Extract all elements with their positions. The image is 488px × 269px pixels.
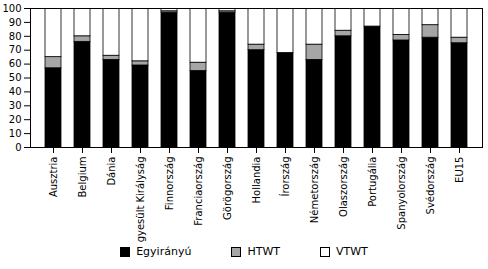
svg-text:Ausztria: Ausztria: [48, 157, 59, 198]
svg-text:Olaszország: Olaszország: [338, 157, 349, 217]
svg-text:Írország: Írország: [279, 157, 291, 197]
svg-text:Svédország: Svédország: [425, 157, 436, 215]
html-text:Egyirányú: Egyirányú: [136, 245, 192, 258]
svg-text:40: 40: [9, 86, 22, 97]
svg-text:0: 0: [15, 142, 21, 153]
svg-text:Franciaország: Franciaország: [193, 157, 204, 226]
svg-text:Görögország: Görögország: [222, 157, 233, 220]
svg-text:80: 80: [9, 31, 22, 42]
svg-text:Finnország: Finnország: [164, 157, 175, 211]
svg-text:90: 90: [9, 17, 22, 28]
svg-text:70: 70: [9, 44, 22, 55]
svg-text:Portugália: Portugália: [367, 157, 378, 207]
svg-text:20: 20: [9, 114, 22, 125]
svg-text:Hollandia: Hollandia: [251, 157, 262, 204]
svg-text:Egyesült Királyság: Egyesült Királyság: [135, 157, 146, 244]
svg-text:10: 10: [9, 128, 22, 139]
svg-text:Dánia: Dánia: [106, 157, 117, 186]
svg-text:Németország: Németország: [309, 157, 320, 224]
html-text:VTWT: VTWT: [336, 245, 368, 258]
svg-text:Spanyolország: Spanyolország: [396, 157, 407, 230]
svg-text:30: 30: [9, 100, 22, 111]
html-text:HTWT: HTWT: [247, 245, 280, 258]
svg-text:100: 100: [2, 3, 21, 14]
svg-text:EU15: EU15: [454, 157, 465, 183]
svg-text:50: 50: [9, 72, 22, 83]
svg-text:60: 60: [9, 58, 22, 69]
svg-text:Belgium: Belgium: [77, 157, 88, 198]
